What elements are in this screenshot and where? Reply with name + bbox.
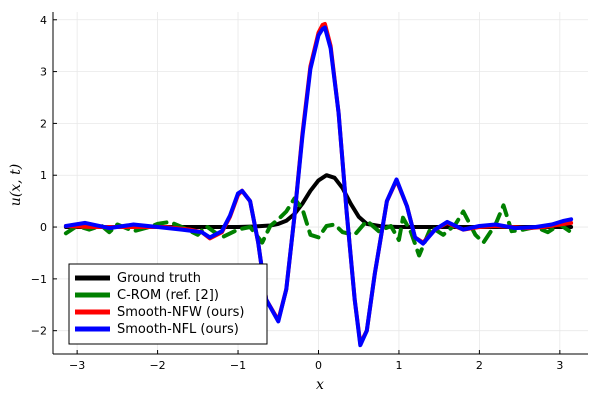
x-tick-label: 1 [395, 359, 402, 372]
series-line-smooth-nfl-ours [63, 25, 574, 348]
series-line-c-rom-ref-2 [63, 196, 574, 258]
x-tick-label: 2 [476, 359, 483, 372]
x-tick-label: −3 [69, 359, 85, 372]
tick-labels: −3 −2 −1 0 1 2 3 −2 −1 0 1 2 3 4 [31, 14, 564, 372]
y-tick-label: 4 [40, 14, 47, 27]
x-tick-label: 3 [556, 359, 563, 372]
legend: Ground truth C-ROM (ref. [2]) Smooth-NFW… [68, 263, 268, 345]
legend-label-smooth-nfw: Smooth-NFW (ours) [117, 305, 245, 320]
x-axis-label: x [316, 377, 324, 393]
y-tick-label: 1 [40, 169, 47, 182]
y-tick-label: 3 [40, 66, 47, 79]
y-tick-label: 2 [40, 117, 47, 130]
y-tick-label: −1 [31, 273, 47, 286]
series-lines [63, 21, 574, 348]
x-tick-label: 0 [315, 359, 322, 372]
legend-label-ground-truth: Ground truth [117, 271, 201, 286]
y-tick-label: −2 [31, 325, 47, 338]
y-axis-label: u(x, t) [8, 164, 24, 206]
axes [52, 12, 588, 355]
y-tick-label: 0 [40, 221, 47, 234]
x-tick-label: −1 [230, 359, 246, 372]
legend-label-smooth-nfl: Smooth-NFL (ours) [117, 322, 239, 337]
series-line-ground-truth [63, 173, 574, 229]
x-tick-label: −2 [149, 359, 165, 372]
legend-label-c-rom: C-ROM (ref. [2]) [117, 288, 219, 303]
